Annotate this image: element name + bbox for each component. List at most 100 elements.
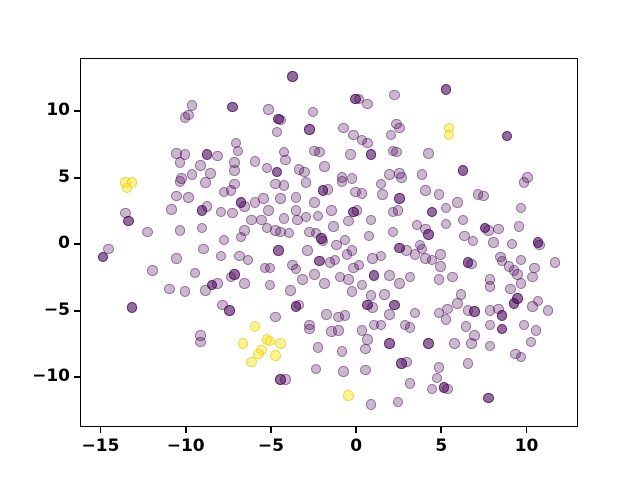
scatter-point-cluster-purple xyxy=(186,169,198,180)
scatter-point-cluster-purple xyxy=(283,227,295,239)
scatter-point-cluster-purple xyxy=(384,169,395,180)
x-tick-mark xyxy=(440,427,443,433)
scatter-point-cluster-purple xyxy=(360,343,371,355)
scatter-point-cluster-purple-dense xyxy=(273,113,284,125)
scatter-point-cluster-purple-dense xyxy=(316,233,327,244)
scatter-point-cluster-yellow xyxy=(249,321,261,332)
scatter-point-cluster-purple xyxy=(488,237,499,248)
scatter-point-cluster-purple xyxy=(309,269,320,280)
scatter-point-cluster-purple xyxy=(346,173,358,184)
scatter-point-cluster-purple xyxy=(440,202,451,214)
scatter-point-cluster-purple xyxy=(466,338,477,349)
scatter-point-cluster-purple-dense xyxy=(348,206,359,218)
scatter-point-cluster-purple xyxy=(452,197,463,208)
scatter-point-cluster-purple-dense xyxy=(365,149,376,160)
scatter-point-cluster-purple-dense xyxy=(469,306,480,317)
scatter-point-cluster-purple xyxy=(300,211,312,223)
scatter-point-cluster-purple xyxy=(433,189,445,200)
scatter-point-cluster-purple xyxy=(319,161,330,172)
scatter-point-cluster-purple-dense xyxy=(123,215,134,227)
scatter-point-cluster-purple xyxy=(285,285,296,296)
scatter-point-cluster-yellow xyxy=(246,356,257,368)
scatter-point-cluster-purple xyxy=(263,205,274,216)
y-tick-label: 10 xyxy=(46,100,70,121)
scatter-point-cluster-purple xyxy=(309,197,320,208)
scatter-point-cluster-purple xyxy=(353,259,365,271)
scatter-point-cluster-purple xyxy=(392,396,404,408)
scatter-point-cluster-purple xyxy=(384,309,395,320)
scatter-point-cluster-purple xyxy=(189,267,201,279)
scatter-point-cluster-purple xyxy=(278,213,290,224)
x-tick-label: 0 xyxy=(350,436,363,456)
scatter-point-cluster-purple xyxy=(420,253,431,264)
scatter-point-cluster-purple xyxy=(329,254,341,266)
scatter-point-cluster-purple xyxy=(404,271,416,283)
scatter-point-cluster-purple xyxy=(447,271,458,283)
scatter-point-cluster-purple-dense xyxy=(271,166,283,178)
scatter-point-cluster-purple xyxy=(478,190,489,202)
scatter-point-cluster-purple xyxy=(426,383,438,395)
scatter-point-cluster-purple xyxy=(343,215,354,227)
scatter-point-cluster-purple xyxy=(333,311,344,323)
scatter-point-cluster-purple xyxy=(515,278,526,289)
y-tick-label: 5 xyxy=(58,166,70,187)
scatter-point-cluster-yellow xyxy=(264,335,276,347)
scatter-point-cluster-purple xyxy=(384,270,395,281)
scatter-point-cluster-purple xyxy=(326,205,337,216)
scatter-point-cluster-purple xyxy=(299,166,310,178)
x-tick-mark xyxy=(99,427,102,433)
scatter-point-cluster-purple xyxy=(205,168,216,179)
scatter-point-cluster-purple xyxy=(409,249,421,260)
scatter-point-cluster-purple-dense xyxy=(314,255,325,267)
scatter-point-cluster-purple xyxy=(433,362,445,373)
x-tick-mark xyxy=(270,427,272,433)
scatter-point-cluster-purple xyxy=(385,129,397,141)
scatter-point-cluster-purple xyxy=(513,221,525,232)
scatter-point-cluster-purple xyxy=(235,231,247,243)
scatter-point-cluster-purple xyxy=(166,204,177,215)
scatter-point-cluster-purple xyxy=(195,336,206,348)
scatter-point-cluster-purple xyxy=(515,202,526,214)
scatter-point-cluster-purple xyxy=(525,336,537,348)
scatter-point-cluster-purple xyxy=(290,263,301,275)
scatter-point-cluster-purple xyxy=(336,346,348,357)
scatter-point-cluster-purple xyxy=(338,122,349,134)
scatter-point-cluster-purple xyxy=(392,205,404,216)
scatter-point-cluster-purple-dense xyxy=(368,270,380,281)
scatter-point-cluster-purple xyxy=(171,190,182,202)
scatter-point-cluster-purple xyxy=(312,210,324,222)
scatter-point-cluster-purple-dense xyxy=(423,229,434,240)
scatter-point-cluster-purple-dense xyxy=(496,323,508,335)
scatter-point-cluster-purple xyxy=(496,255,508,267)
scatter-point-cluster-purple xyxy=(394,122,405,134)
scatter-point-cluster-purple xyxy=(212,150,223,162)
scatter-point-cluster-purple xyxy=(348,129,359,141)
y-tick-mark xyxy=(74,309,80,312)
scatter-point-cluster-yellow xyxy=(275,338,286,349)
scatter-point-cluster-purple-dense xyxy=(394,193,405,204)
scatter-point-cluster-purple-dense xyxy=(227,101,238,113)
scatter-point-cluster-purple xyxy=(164,283,175,295)
scatter-point-cluster-purple-dense xyxy=(394,242,405,254)
scatter-point-cluster-purple xyxy=(375,178,387,190)
scatter-point-cluster-purple xyxy=(365,399,376,410)
scatter-point-cluster-yellow xyxy=(270,350,281,361)
scatter-point-cluster-purple xyxy=(518,177,530,188)
scatter-point-cluster-purple xyxy=(229,165,240,176)
scatter-point-cluster-purple xyxy=(300,177,312,188)
scatter-point-cluster-purple xyxy=(174,176,186,187)
scatter-point-cluster-purple xyxy=(431,372,443,384)
scatter-point-cluster-purple-dense xyxy=(275,374,286,385)
scatter-point-cluster-purple xyxy=(227,207,238,219)
scatter-point-cluster-purple-dense xyxy=(273,245,284,256)
plot-area xyxy=(80,58,578,427)
scatter-point-cluster-purple xyxy=(275,193,286,204)
scatter-point-cluster-purple xyxy=(174,225,186,236)
scatter-point-cluster-purple xyxy=(263,104,274,115)
y-tick-label: −5 xyxy=(43,299,70,320)
scatter-point-cluster-purple xyxy=(484,340,496,352)
scatter-point-cluster-purple xyxy=(232,145,244,156)
x-tick-label: −10 xyxy=(166,436,205,456)
scatter-point-cluster-purple xyxy=(527,271,538,283)
